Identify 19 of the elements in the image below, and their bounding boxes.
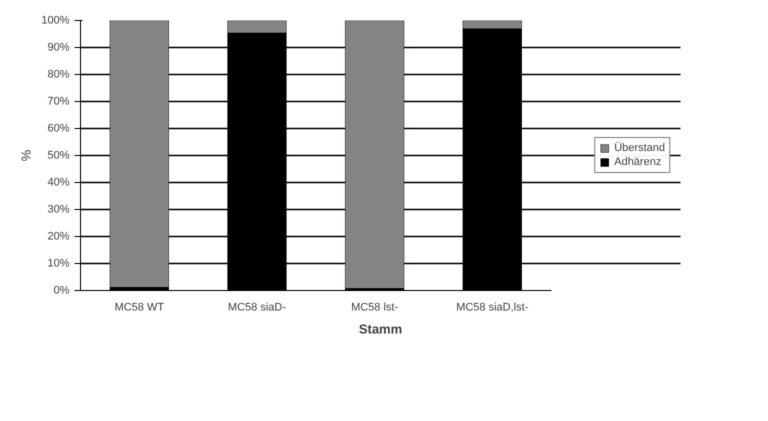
x-tick-label: MC58 lst- bbox=[351, 302, 398, 314]
y-tick-label: 0% bbox=[54, 284, 70, 296]
y-tick-label: 50% bbox=[47, 150, 70, 162]
y-tick-label: 80% bbox=[47, 68, 70, 80]
y-tick-label: 90% bbox=[47, 42, 70, 54]
x-tick-label: MC58 siaD- bbox=[228, 302, 286, 314]
y-tick-label: 30% bbox=[47, 204, 70, 216]
x-axis-title: Stamm bbox=[358, 322, 402, 336]
x-tick-label: MC58 WT bbox=[114, 302, 164, 314]
y-tick-label: 100% bbox=[41, 14, 70, 26]
y-axis-title: % bbox=[18, 149, 34, 162]
legend-label: Überstand bbox=[614, 142, 665, 154]
x-tick-label: MC58 siaD,lst- bbox=[456, 302, 529, 314]
legend-label: Adhärenz bbox=[614, 156, 662, 168]
y-tick-label: 40% bbox=[47, 176, 70, 188]
y-tick-label: 10% bbox=[47, 258, 70, 270]
y-tick-label: 20% bbox=[47, 230, 70, 242]
y-tick-label: 70% bbox=[47, 96, 70, 108]
y-tick-label: 60% bbox=[47, 122, 70, 134]
